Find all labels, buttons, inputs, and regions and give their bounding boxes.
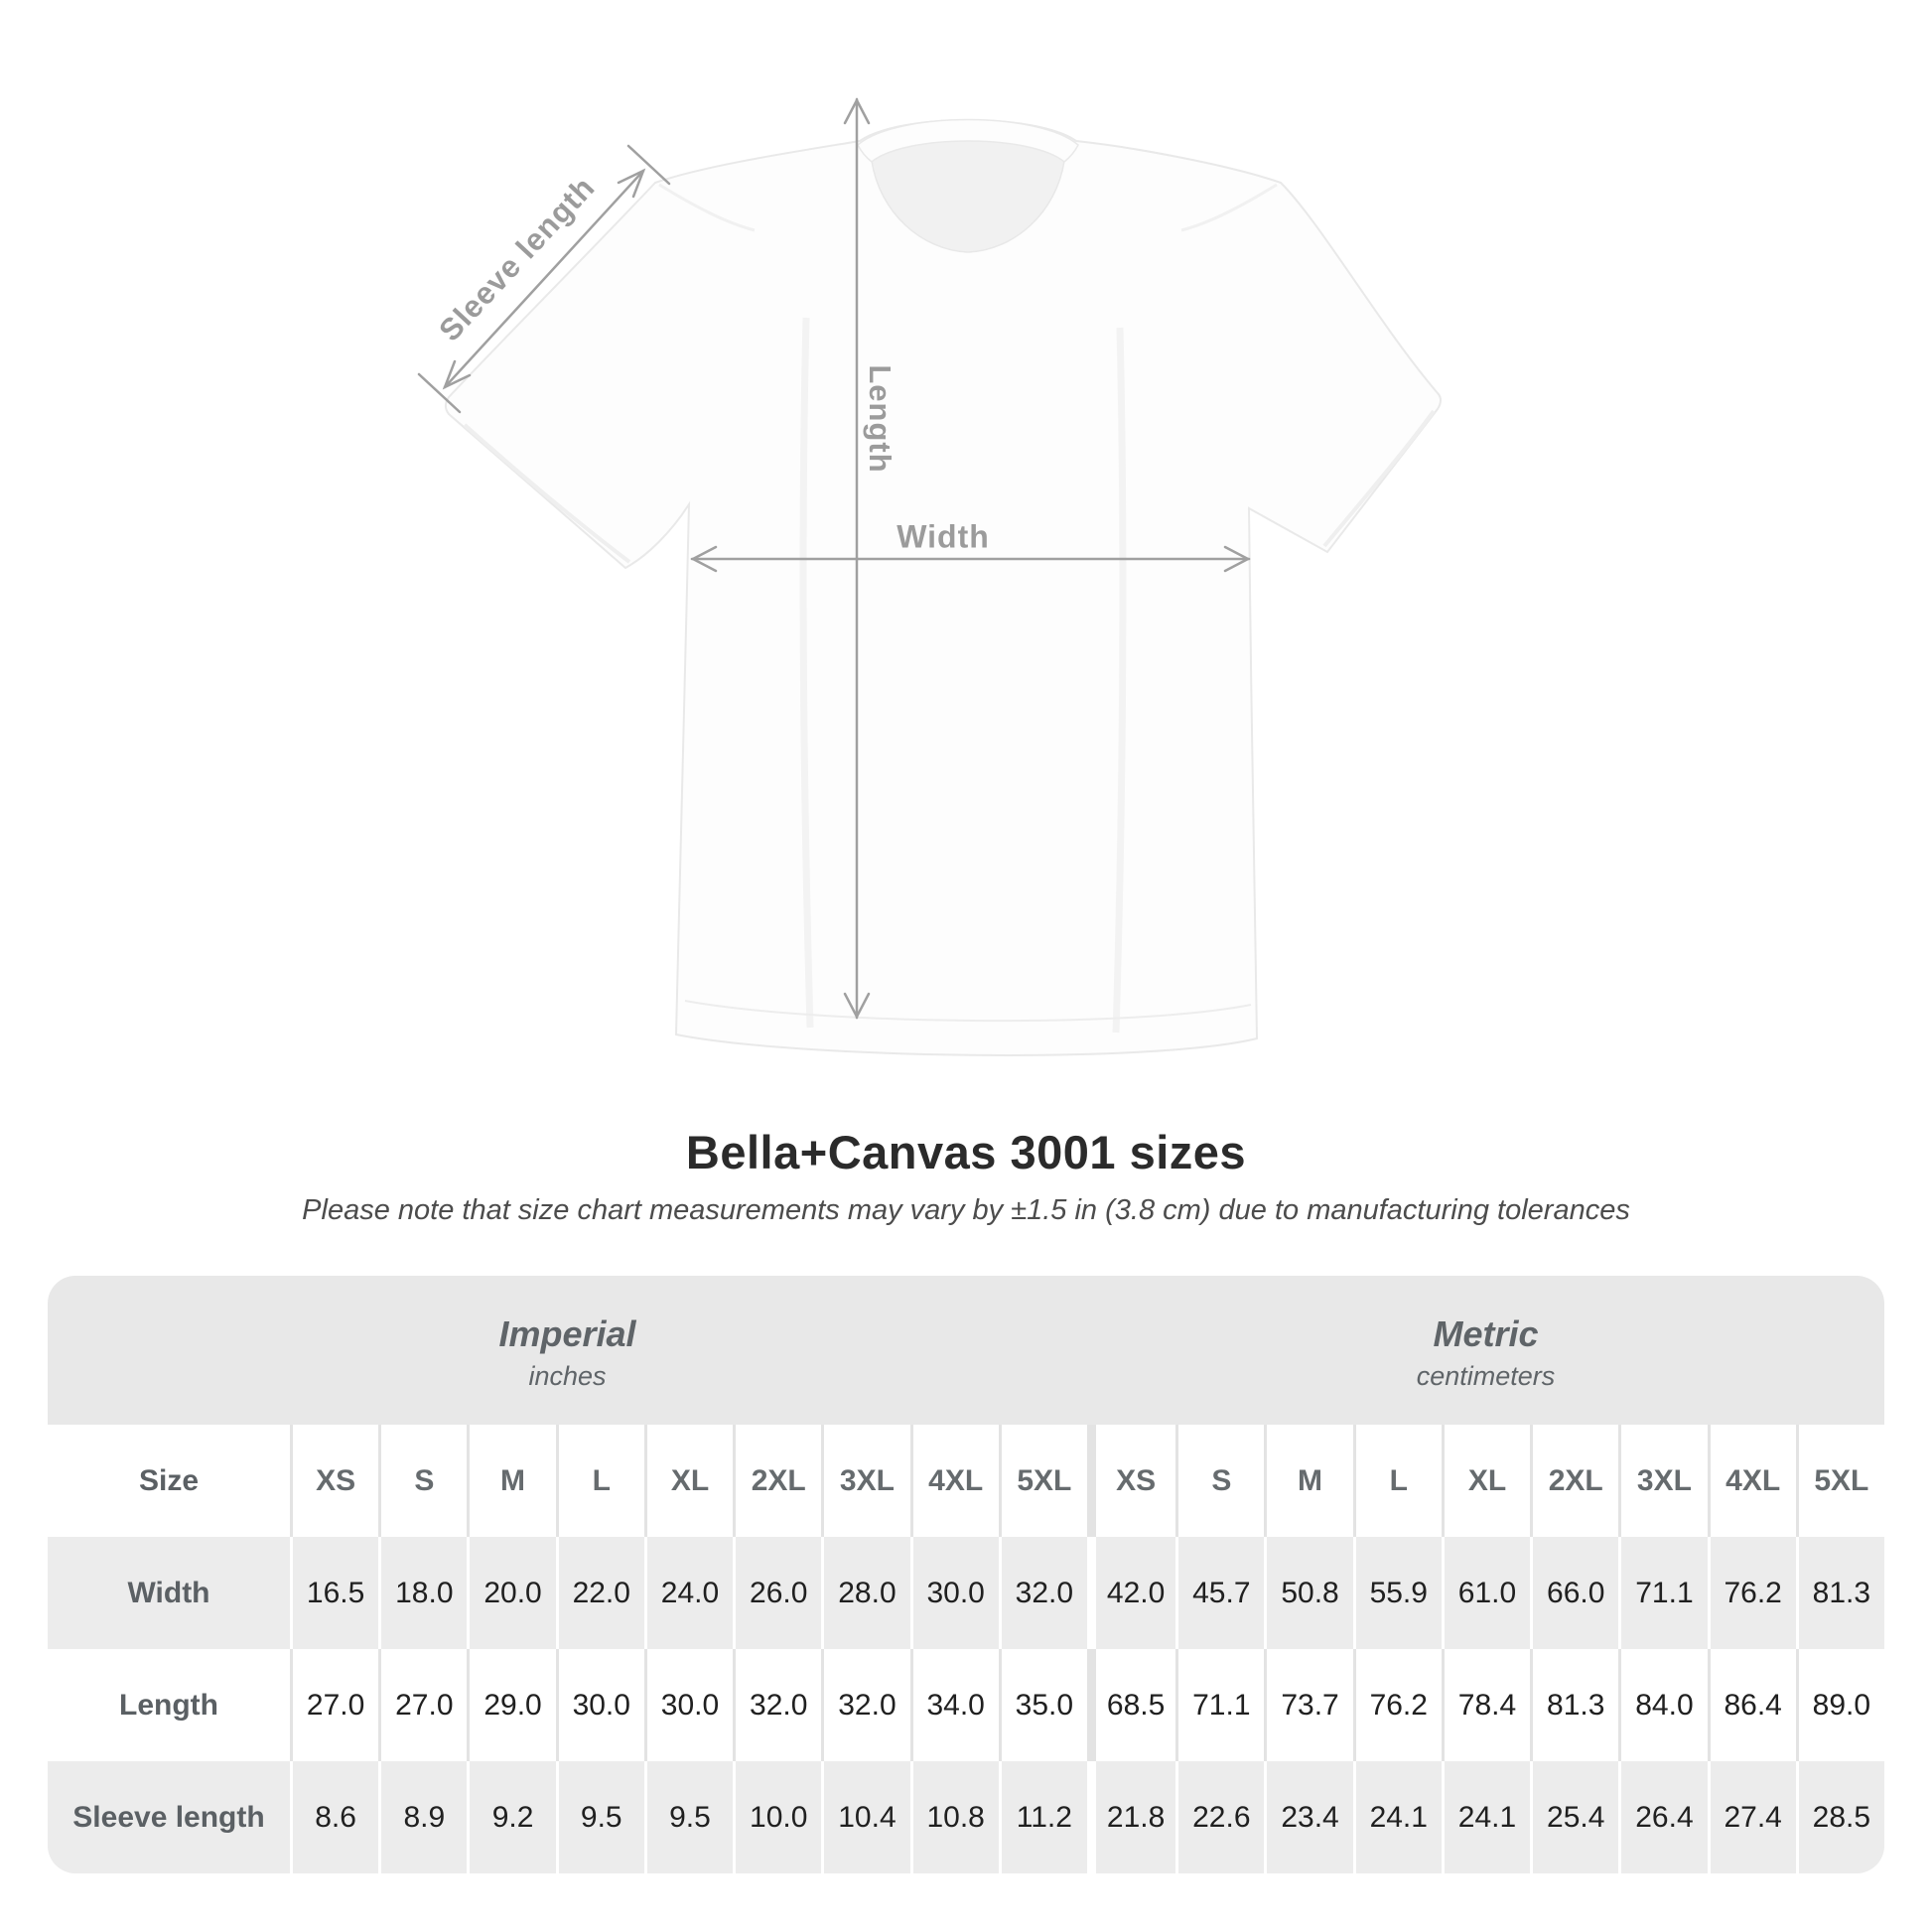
size-table: Imperial inches Metric centimeters Size … [48, 1276, 1884, 1873]
value-cell: 73.7 [1264, 1649, 1352, 1761]
value-cell: 8.6 [290, 1761, 378, 1873]
tshirt-shading [463, 183, 1436, 1034]
value-cell: 27.0 [290, 1649, 378, 1761]
value-cell: 24.1 [1441, 1761, 1530, 1873]
value-cell: 22.0 [555, 1537, 644, 1649]
value-cell: 18.0 [378, 1537, 467, 1649]
row-label: Sleeve length [72, 1800, 265, 1834]
value-cell: 29.0 [467, 1649, 555, 1761]
value-cell: 84.0 [1618, 1649, 1707, 1761]
value-cell: 32.0 [733, 1649, 821, 1761]
value-cell: 35.0 [998, 1649, 1087, 1761]
size-cell: 4XL [1707, 1425, 1796, 1537]
size-cell: S [378, 1425, 467, 1537]
value-cell: 9.5 [555, 1761, 644, 1873]
value-cell: 9.5 [643, 1761, 733, 1873]
value-cell: 34.0 [909, 1649, 999, 1761]
sleeve-length-arrow [417, 144, 671, 414]
value-cell: 10.0 [733, 1761, 821, 1873]
unit-group-imperial: Imperial inches [48, 1276, 1087, 1425]
value-cell: 89.0 [1795, 1649, 1884, 1761]
value-cell: 61.0 [1441, 1537, 1530, 1649]
width-arrow [690, 545, 1251, 573]
value-cell: 10.4 [821, 1761, 909, 1873]
size-cell: 3XL [821, 1425, 909, 1537]
value-cell: 20.0 [467, 1537, 555, 1649]
unit-group-unit: inches [528, 1360, 607, 1391]
size-col-header: Size [138, 1463, 200, 1497]
row-label: Length [119, 1688, 218, 1722]
value-cell: 55.9 [1352, 1537, 1442, 1649]
value-cell: 71.1 [1618, 1537, 1707, 1649]
value-cell: 76.2 [1352, 1649, 1442, 1761]
value-cell: 76.2 [1707, 1537, 1796, 1649]
unit-group-name: Metric [1433, 1312, 1539, 1354]
size-cell: XS [290, 1425, 378, 1537]
unit-group-metric: Metric centimeters [1087, 1276, 1884, 1425]
tolerance-note: Please note that size chart measurements… [302, 1194, 1630, 1226]
sleeve-length-row: Sleeve length 8.6 8.9 9.2 9.5 9.5 10.0 1… [48, 1761, 1884, 1873]
value-cell: 11.2 [998, 1761, 1087, 1873]
value-cell: 86.4 [1707, 1649, 1796, 1761]
tshirt-diagram [417, 97, 1442, 1056]
value-cell: 27.4 [1707, 1761, 1796, 1873]
value-cell: 16.5 [290, 1537, 378, 1649]
value-cell: 68.5 [1086, 1649, 1175, 1761]
size-cell: 2XL [1530, 1425, 1618, 1537]
value-cell: 42.0 [1086, 1537, 1175, 1649]
value-cell: 23.4 [1264, 1761, 1352, 1873]
value-cell: 78.4 [1441, 1649, 1530, 1761]
page-title: Bella+Canvas 3001 sizes [685, 1126, 1247, 1178]
row-label: Width [127, 1576, 210, 1609]
size-cell: XL [1441, 1425, 1530, 1537]
size-cell: L [555, 1425, 644, 1537]
value-cell: 27.0 [378, 1649, 467, 1761]
value-cell: 81.3 [1795, 1537, 1884, 1649]
value-cell: 22.6 [1175, 1761, 1264, 1873]
value-cell: 28.0 [821, 1537, 909, 1649]
width-label: Width [897, 518, 990, 555]
value-cell: 26.4 [1618, 1761, 1707, 1873]
size-cell: 5XL [998, 1425, 1087, 1537]
size-cell: L [1352, 1425, 1442, 1537]
value-cell: 30.0 [909, 1537, 999, 1649]
value-cell: 28.5 [1795, 1761, 1884, 1873]
value-cell: 10.8 [909, 1761, 999, 1873]
value-cell: 9.2 [467, 1761, 555, 1873]
value-cell: 81.3 [1530, 1649, 1618, 1761]
width-row: Width 16.5 18.0 20.0 22.0 24.0 26.0 28.0… [48, 1537, 1884, 1649]
size-cell: 2XL [733, 1425, 821, 1537]
size-cell: 5XL [1795, 1425, 1884, 1537]
value-cell: 71.1 [1175, 1649, 1264, 1761]
unit-header-row: Imperial inches Metric centimeters [48, 1276, 1884, 1425]
size-cell: S [1175, 1425, 1264, 1537]
value-cell: 50.8 [1264, 1537, 1352, 1649]
value-cell: 32.0 [998, 1537, 1087, 1649]
value-cell: 66.0 [1530, 1537, 1618, 1649]
tshirt-body [445, 119, 1442, 1056]
size-cell: 4XL [909, 1425, 999, 1537]
unit-group-unit: centimeters [1416, 1360, 1556, 1391]
value-cell: 30.0 [643, 1649, 733, 1761]
value-cell: 26.0 [733, 1537, 821, 1649]
value-cell: 21.8 [1086, 1761, 1175, 1873]
value-cell: 24.0 [643, 1537, 733, 1649]
value-cell: 24.1 [1352, 1761, 1442, 1873]
value-cell: 25.4 [1530, 1761, 1618, 1873]
value-cell: 8.9 [378, 1761, 467, 1873]
collar-band [857, 118, 1079, 163]
size-cell: XS [1086, 1425, 1175, 1537]
value-cell: 45.7 [1175, 1537, 1264, 1649]
length-row: Length 27.0 27.0 29.0 30.0 30.0 32.0 32.… [48, 1649, 1884, 1761]
unit-group-name: Imperial [498, 1312, 636, 1354]
value-cell: 32.0 [821, 1649, 909, 1761]
size-cell: M [1264, 1425, 1352, 1537]
size-header-row: Size XS S M L XL 2XL 3XL 4XL 5XL XS S M … [48, 1425, 1884, 1537]
size-cell: XL [643, 1425, 733, 1537]
size-cell: 3XL [1618, 1425, 1707, 1537]
length-label: Length [863, 364, 897, 474]
size-cell: M [467, 1425, 555, 1537]
value-cell: 30.0 [555, 1649, 644, 1761]
